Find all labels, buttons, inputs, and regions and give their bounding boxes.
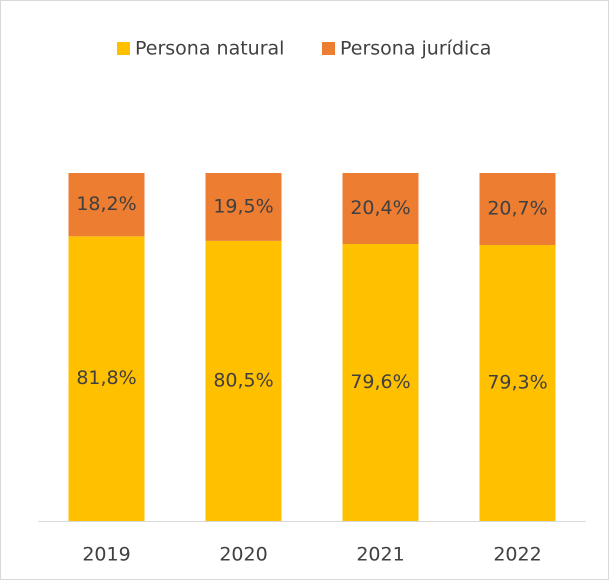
bar-segment xyxy=(479,245,556,521)
data-label: 20,4% xyxy=(350,197,410,219)
data-label: 80,5% xyxy=(213,369,273,391)
bar-segment xyxy=(479,173,556,246)
legend-label: Persona jurídica xyxy=(340,38,491,60)
data-label: 20,7% xyxy=(487,198,547,220)
legend-swatch xyxy=(117,42,130,55)
data-label: 18,2% xyxy=(76,193,136,215)
x-tick-label: 2019 xyxy=(82,544,130,566)
data-label: 19,5% xyxy=(213,195,273,217)
x-tick-label: 2022 xyxy=(493,544,541,566)
bar-segment xyxy=(68,173,145,237)
bar-segment xyxy=(342,173,419,244)
bar-segment xyxy=(205,173,282,241)
x-tick-label: 2020 xyxy=(219,544,267,566)
legend-swatch xyxy=(322,42,335,55)
x-tick-label: 2021 xyxy=(356,544,404,566)
data-label: 79,6% xyxy=(350,371,410,393)
data-label: 79,3% xyxy=(487,372,547,394)
legend-label: Persona natural xyxy=(135,38,284,60)
bar-segment xyxy=(205,240,282,522)
bar-segment xyxy=(68,236,145,521)
bar-segment xyxy=(342,243,419,521)
data-label: 81,8% xyxy=(76,367,136,389)
